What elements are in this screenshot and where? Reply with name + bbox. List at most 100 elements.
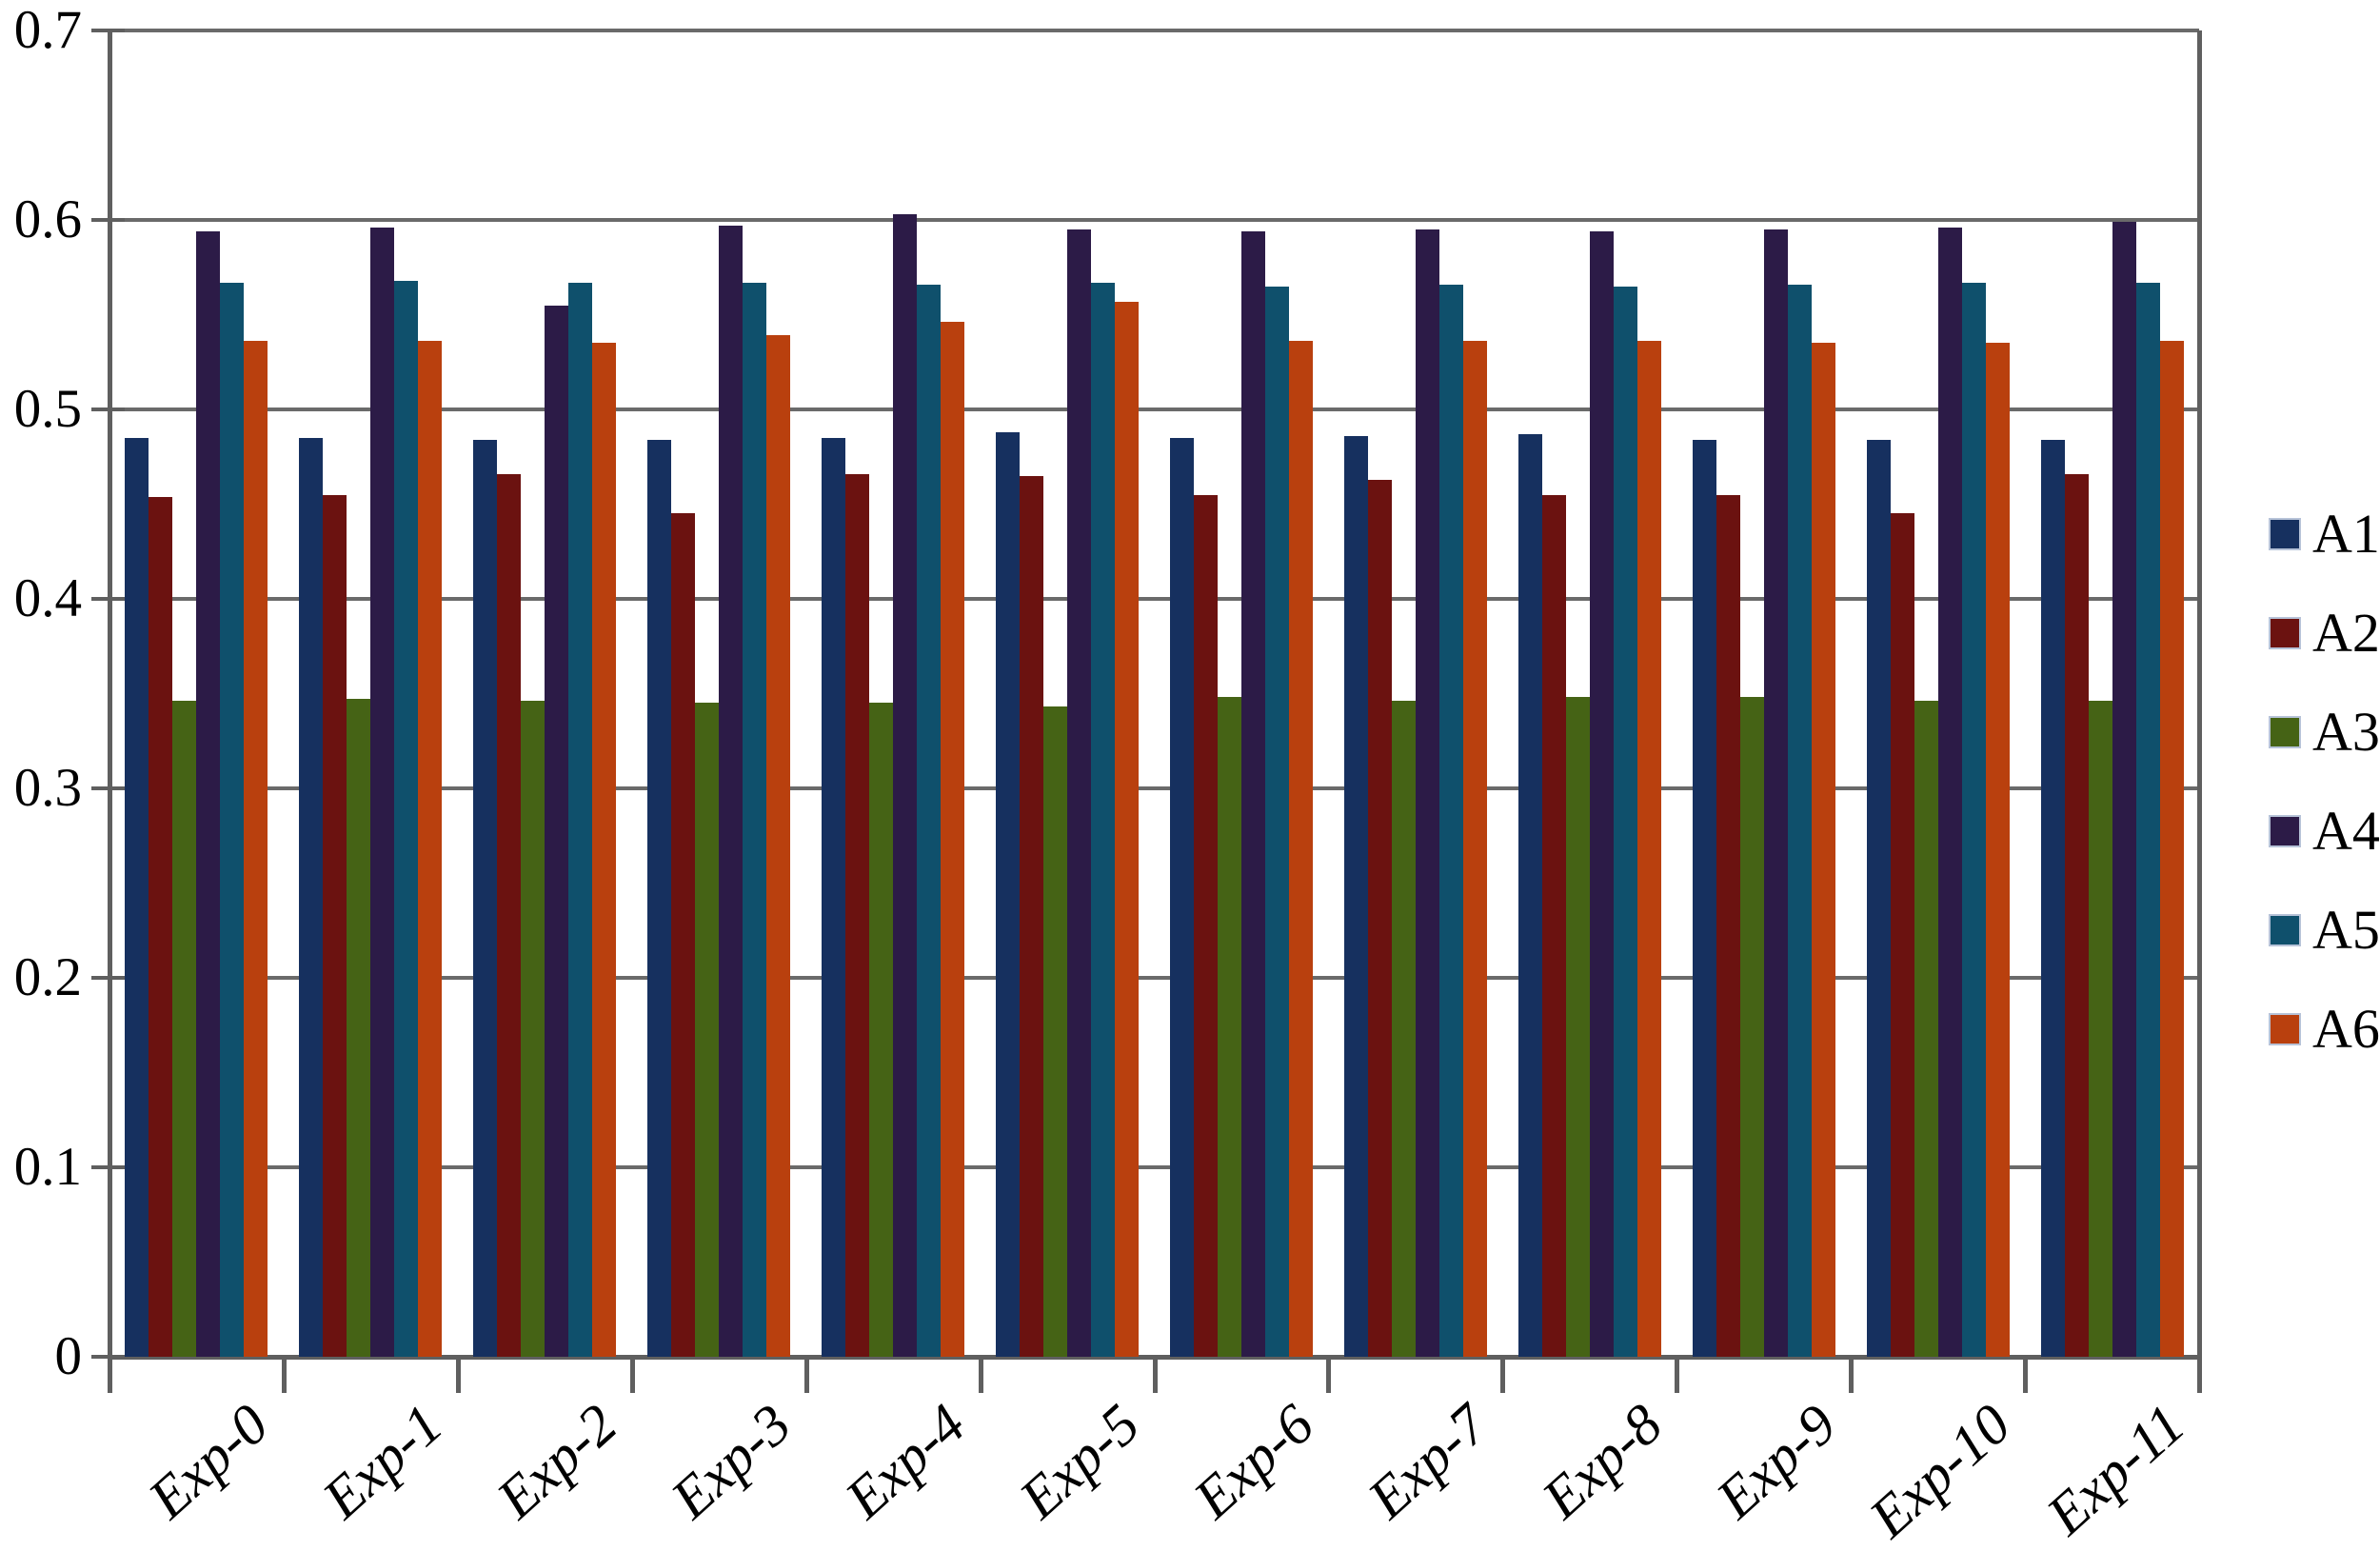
bar-A2-Exp-9	[1716, 494, 1740, 1357]
x-axis-tick	[108, 1357, 112, 1393]
bar-A4-Exp-4	[893, 214, 918, 1357]
bar-A2-Exp-7	[1367, 479, 1392, 1357]
bar-A2-Exp-6	[1193, 494, 1218, 1357]
bar-A3-Exp-6	[1217, 697, 1241, 1357]
bar-A4-Exp-0	[196, 230, 221, 1357]
y-axis-label: 0.4	[13, 568, 82, 628]
bar-A5-Exp-7	[1438, 284, 1463, 1357]
x-axis-label-Exp-0: Exp-0	[137, 1392, 281, 1531]
gridline-0.3	[109, 786, 2199, 790]
bar-A4-Exp-8	[1589, 230, 1614, 1357]
bar-A6-Exp-7	[1462, 341, 1487, 1357]
legend-label-A5: A5	[2312, 899, 2380, 961]
bar-A6-Exp-4	[941, 322, 965, 1357]
bar-A3-Exp-0	[172, 701, 197, 1357]
gridline-0.2	[109, 976, 2199, 980]
x-axis-tick	[1675, 1357, 1680, 1393]
bar-A1-Exp-11	[2040, 439, 2065, 1357]
gridline-0.1	[109, 1165, 2199, 1169]
bar-A4-Exp-11	[2112, 221, 2136, 1357]
gridline-0.4	[109, 597, 2199, 601]
bar-A1-Exp-0	[125, 437, 149, 1357]
y-axis-label: 0.3	[13, 758, 82, 818]
bar-A1-Exp-6	[1169, 437, 1194, 1357]
bar-A5-Exp-9	[1787, 284, 1812, 1357]
legend-swatch-A1	[2269, 518, 2301, 550]
bar-A1-Exp-5	[996, 431, 1021, 1357]
y-axis-label: 0.6	[13, 189, 82, 249]
x-axis-tick	[2197, 1357, 2202, 1393]
gridline-0.5	[109, 408, 2199, 411]
bar-A3-Exp-7	[1391, 701, 1416, 1357]
y-axis-label: 0.2	[13, 947, 82, 1007]
gridline-0.6	[109, 218, 2199, 222]
bar-A4-Exp-2	[545, 305, 569, 1357]
bar-A2-Exp-1	[323, 494, 347, 1357]
legend-swatch-A4	[2269, 815, 2301, 847]
legend-label-A6: A6	[2312, 998, 2380, 1060]
bar-A4-Exp-3	[719, 225, 744, 1357]
bar-A3-Exp-11	[2088, 701, 2112, 1357]
x-axis-tick	[1500, 1357, 1506, 1393]
bar-A1-Exp-4	[822, 437, 846, 1357]
bar-A1-Exp-10	[1866, 439, 1891, 1357]
legend-swatch-A5	[2269, 914, 2301, 946]
bar-A3-Exp-1	[347, 699, 371, 1357]
bar-A6-Exp-2	[592, 343, 617, 1357]
bar-A4-Exp-9	[1763, 229, 1788, 1357]
x-axis-tick	[629, 1357, 635, 1393]
bar-A6-Exp-9	[1811, 343, 1835, 1357]
bar-A5-Exp-6	[1264, 286, 1289, 1357]
bar-A3-Exp-8	[1565, 697, 1590, 1357]
legend-label-A3: A3	[2312, 701, 2380, 763]
y-axis-label: 0.5	[13, 379, 82, 439]
y-axis-line	[108, 30, 112, 1357]
bar-A2-Exp-0	[149, 496, 173, 1357]
bar-A2-Exp-4	[845, 473, 870, 1357]
bar-A4-Exp-7	[1415, 229, 1439, 1357]
legend-swatch-A6	[2269, 1013, 2301, 1045]
bar-A2-Exp-2	[497, 473, 522, 1357]
bar-A6-Exp-8	[1636, 341, 1661, 1357]
x-axis-tick	[455, 1357, 461, 1393]
bar-A5-Exp-1	[394, 280, 419, 1357]
bar-A1-Exp-9	[1692, 439, 1716, 1357]
bar-A1-Exp-8	[1517, 433, 1542, 1357]
bar-A4-Exp-6	[1240, 230, 1265, 1357]
bar-A2-Exp-10	[1890, 513, 1914, 1357]
legend-swatch-A2	[2269, 617, 2301, 649]
x-axis-tick	[803, 1357, 809, 1393]
x-axis-tick	[1326, 1357, 1332, 1393]
bar-A6-Exp-0	[244, 341, 268, 1357]
bar-A5-Exp-8	[1613, 286, 1637, 1357]
bar-A4-Exp-1	[370, 227, 395, 1357]
bar-A4-Exp-5	[1067, 229, 1092, 1357]
bar-A5-Exp-4	[917, 284, 942, 1357]
bar-A3-Exp-10	[1914, 701, 1938, 1357]
bar-A3-Exp-4	[869, 703, 894, 1357]
bar-A6-Exp-3	[766, 335, 791, 1357]
bar-A5-Exp-3	[743, 282, 767, 1357]
bar-A4-Exp-10	[1937, 227, 1962, 1357]
bar-A1-Exp-1	[299, 437, 324, 1357]
bar-A2-Exp-5	[1020, 475, 1044, 1357]
bar-A5-Exp-2	[568, 282, 593, 1357]
bar-A5-Exp-5	[1091, 282, 1116, 1357]
legend-swatch-A3	[2269, 716, 2301, 748]
x-axis-tick	[2023, 1357, 2029, 1393]
bar-A6-Exp-5	[1115, 301, 1140, 1357]
bar-A1-Exp-7	[1343, 435, 1368, 1357]
gridline-0.7	[109, 29, 2199, 32]
y-axis-label: 0.7	[13, 0, 82, 60]
bar-A3-Exp-2	[521, 701, 545, 1357]
plot-right-border	[2197, 30, 2202, 1357]
bar-A3-Exp-3	[695, 703, 720, 1357]
legend-label-A2: A2	[2312, 602, 2380, 664]
bar-A2-Exp-8	[1541, 494, 1566, 1357]
legend-label-A4: A4	[2312, 800, 2380, 862]
x-axis-tick	[1152, 1357, 1158, 1393]
y-axis-label: 0	[54, 1326, 83, 1386]
x-axis-tick	[978, 1357, 983, 1393]
y-axis-label: 0.1	[13, 1137, 82, 1197]
